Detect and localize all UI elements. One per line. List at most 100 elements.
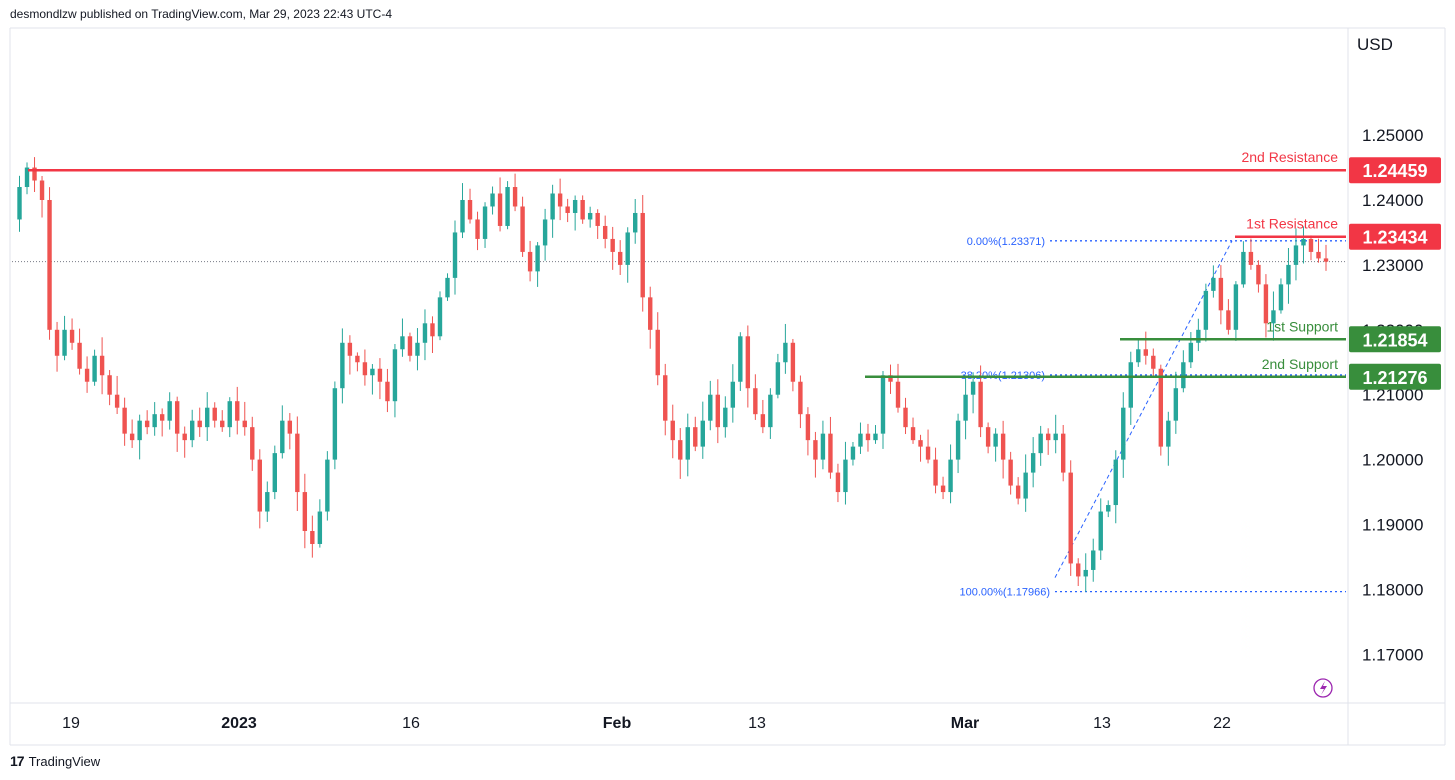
candle-body xyxy=(655,329,660,376)
candle-body xyxy=(760,414,766,428)
candle-body xyxy=(783,342,788,363)
candle-body xyxy=(1308,238,1314,252)
candle-body xyxy=(144,420,150,428)
x-tick-label: Mar xyxy=(951,715,979,732)
candle-body xyxy=(880,375,886,434)
candle-body xyxy=(302,492,308,532)
candle-body xyxy=(24,167,30,188)
candle-body xyxy=(1158,368,1164,447)
candle-body xyxy=(377,368,383,382)
candle-body xyxy=(505,187,510,226)
candle-body xyxy=(895,381,901,408)
candle-body xyxy=(1068,472,1073,564)
candle-body xyxy=(1323,258,1329,262)
candle-body xyxy=(475,219,480,239)
candle-body xyxy=(422,323,428,343)
candle-body xyxy=(768,394,773,428)
tradingview-footer[interactable]: 17 TradingView xyxy=(10,753,100,769)
candle-body xyxy=(332,388,338,460)
candle-body xyxy=(1196,329,1201,343)
candle-body xyxy=(617,251,623,265)
candle-body xyxy=(850,446,856,460)
candle-body xyxy=(227,401,232,428)
fibonacci-retracement[interactable]: 0.00%(1.23371)38.20%(1.21306)100.00%(1.1… xyxy=(959,236,1346,599)
candle-body xyxy=(648,297,653,330)
candle-body xyxy=(437,297,443,337)
candle-body xyxy=(1053,433,1058,441)
y-tick-label: 1.17000 xyxy=(1362,645,1423,664)
candle-body xyxy=(708,394,713,421)
candle-body xyxy=(114,394,120,408)
candle-body xyxy=(317,511,323,544)
candle-body xyxy=(1293,245,1299,265)
y-tick-label: 1.20000 xyxy=(1362,451,1423,470)
candle-body xyxy=(970,381,976,395)
candle-body xyxy=(910,427,916,441)
fib-trend-line xyxy=(1054,240,1233,578)
candle-body xyxy=(963,394,968,421)
candle-body xyxy=(190,420,195,441)
candle-body xyxy=(700,420,705,447)
candle-body xyxy=(520,206,525,252)
candle-body xyxy=(843,459,848,493)
candle-body xyxy=(1038,433,1043,454)
candle-body xyxy=(295,433,300,493)
candle-body xyxy=(1143,349,1148,356)
candle-body xyxy=(445,277,450,298)
candle-body xyxy=(452,232,458,278)
candle-body xyxy=(430,323,435,337)
candle-body xyxy=(527,251,533,272)
candle-body xyxy=(1218,277,1224,311)
candle-body xyxy=(1241,251,1246,285)
candle-body xyxy=(32,167,37,181)
candle-body xyxy=(1166,420,1171,447)
candle-body xyxy=(182,433,187,441)
candle-body xyxy=(1226,310,1231,330)
chart-frame xyxy=(9,27,1446,746)
currency-label: USD xyxy=(1357,35,1393,54)
candle-body xyxy=(265,492,270,512)
candle-body xyxy=(1263,284,1269,324)
candle-body xyxy=(753,388,758,415)
candle-body xyxy=(633,212,638,233)
candle-body xyxy=(745,336,751,389)
candle-body xyxy=(1211,277,1216,291)
candle-body xyxy=(257,459,262,512)
candle-body xyxy=(1286,264,1291,285)
candle-body xyxy=(918,440,923,447)
candle-body xyxy=(723,407,728,428)
candle-body xyxy=(835,472,841,493)
candle-body xyxy=(407,336,413,356)
candle-body xyxy=(542,219,548,246)
price-tag-label: 1.21854 xyxy=(1362,330,1427,350)
candle-body xyxy=(1045,433,1051,441)
support-resistance-levels[interactable]: 2nd Resistance 1.24459 1st Resistance 1.234… xyxy=(28,149,1441,390)
tradingview-brand: TradingView xyxy=(28,753,101,769)
candle-body xyxy=(129,433,135,441)
x-tick-label: 2023 xyxy=(221,715,257,732)
level-name: 2nd Support xyxy=(1262,356,1338,372)
candle-body xyxy=(310,531,315,544)
candle-body xyxy=(512,187,518,207)
candle-body xyxy=(1076,563,1081,577)
candle-body xyxy=(1316,251,1321,259)
candle-body xyxy=(903,407,908,428)
candle-body xyxy=(287,420,293,434)
candle-body xyxy=(84,368,90,382)
candle-body xyxy=(535,245,540,272)
candle-body xyxy=(1151,355,1156,369)
candle-body xyxy=(152,414,157,428)
candle-body xyxy=(813,440,818,460)
candle-body xyxy=(888,375,893,382)
candle-body xyxy=(497,193,503,226)
candle-body xyxy=(730,381,736,408)
candle-body xyxy=(250,427,255,460)
candle-body xyxy=(77,342,82,369)
price-tag xyxy=(1349,223,1441,250)
candle-body xyxy=(460,199,465,233)
flash-icon[interactable] xyxy=(1313,678,1333,698)
fib-level-label: 0.00%(1.23371) xyxy=(967,236,1045,248)
level-name: 1st Resistance xyxy=(1246,216,1338,232)
candle-body xyxy=(39,180,45,200)
